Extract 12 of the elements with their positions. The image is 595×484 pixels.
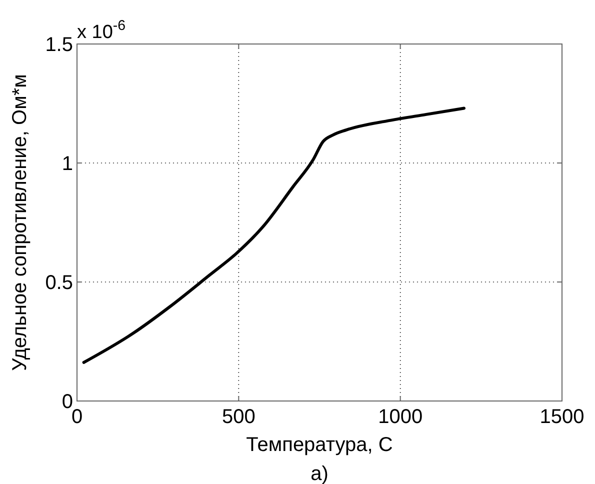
x-tick-label: 1000 [378,406,423,428]
x-tick-label: 500 [222,406,256,428]
y-axis-title: Удельное сопротивление, Ом*м [9,74,31,371]
y-tick-label: 1 [62,153,73,175]
line-series [82,106,466,364]
y-tick-label: 0.5 [45,272,73,294]
x-tick-label: 1500 [540,406,584,428]
x-axis-title: Температура, С [246,434,393,456]
text: x 10$^{-6}$ [77,18,126,43]
y-tick-label: 0 [62,391,73,413]
text: a) [310,463,328,484]
y-tick-label: 1.5 [45,34,73,56]
